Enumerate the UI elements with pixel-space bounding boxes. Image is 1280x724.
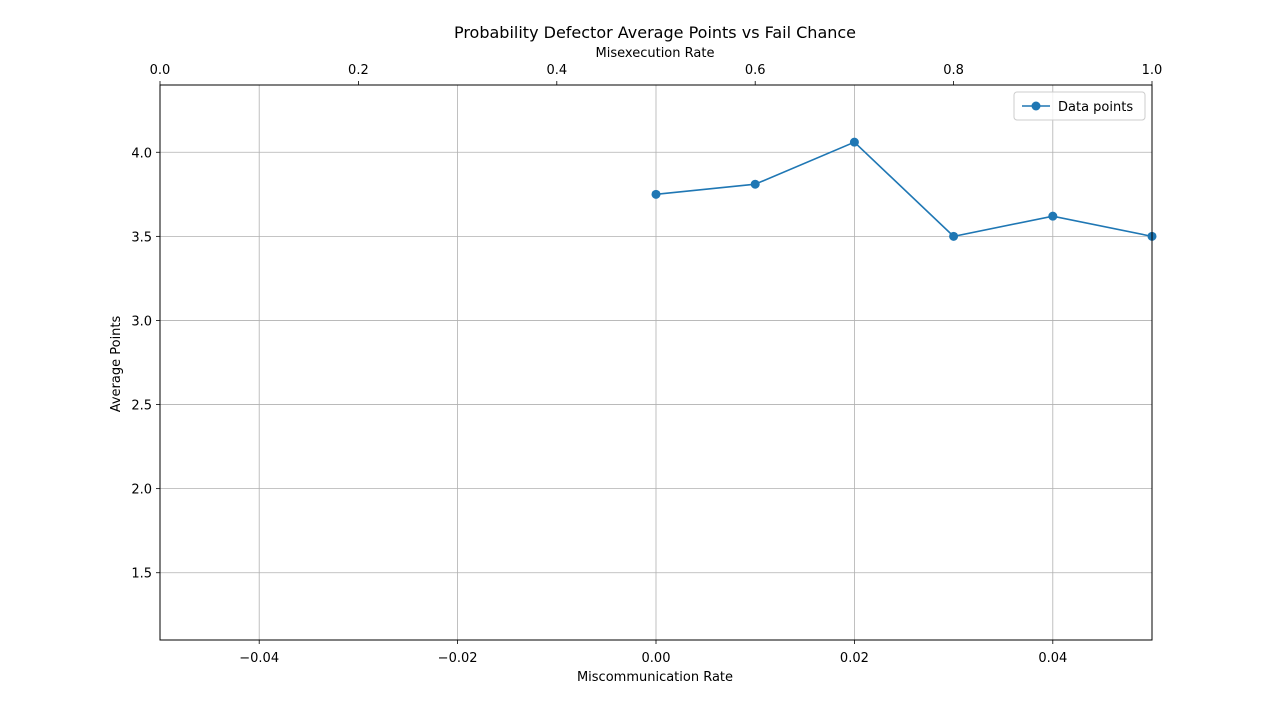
y-tick-label: 2.0 [131,483,152,498]
x2-axis-label: Misexecution Rate [596,46,715,61]
data-point [949,231,959,241]
x2-tick-label: 0.8 [943,63,964,78]
series-line [655,141,1153,238]
y-tick-label: 1.5 [131,567,152,582]
ticks-layer: −0.04 −0.02 0.00 0.02 0.04 1.5 2.0 2.5 3.0 3.5 4.0… [131,63,1162,666]
x-tick-label: 0.04 [1038,651,1067,666]
data-point [1048,211,1058,221]
legend: Data points [1013,91,1146,121]
x2-tick-label: 0.2 [348,63,369,78]
x2-tick-label: 0.0 [150,63,171,78]
y-tick-label: 4.0 [131,146,152,161]
data-point [849,137,859,147]
x2-tick-label: 0.6 [745,63,766,78]
grid-layer [160,85,1152,640]
x2-tick-label: 0.4 [546,63,567,78]
y-tick-label: 3.0 [131,314,152,329]
x2-tick-label: 1.0 [1142,63,1163,78]
x-axis-label: Miscommunication Rate [577,670,733,685]
series-layer [651,137,1157,241]
y-tick-label: 3.5 [131,230,152,245]
data-point [651,189,661,199]
x-tick-label: 0.00 [642,651,671,666]
legend-label: Data points [1058,100,1133,115]
legend-box [1013,91,1146,121]
legend-marker [1031,101,1041,111]
x-tick-label: −0.02 [438,651,478,666]
chart-title: Probability Defector Average Points vs F… [454,23,856,42]
x-tick-label: 0.02 [840,651,869,666]
data-point [750,179,760,189]
y-tick-label: 2.5 [131,399,152,414]
x-tick-label: −0.04 [239,651,279,666]
y-axis-label: Average Points [109,315,124,412]
